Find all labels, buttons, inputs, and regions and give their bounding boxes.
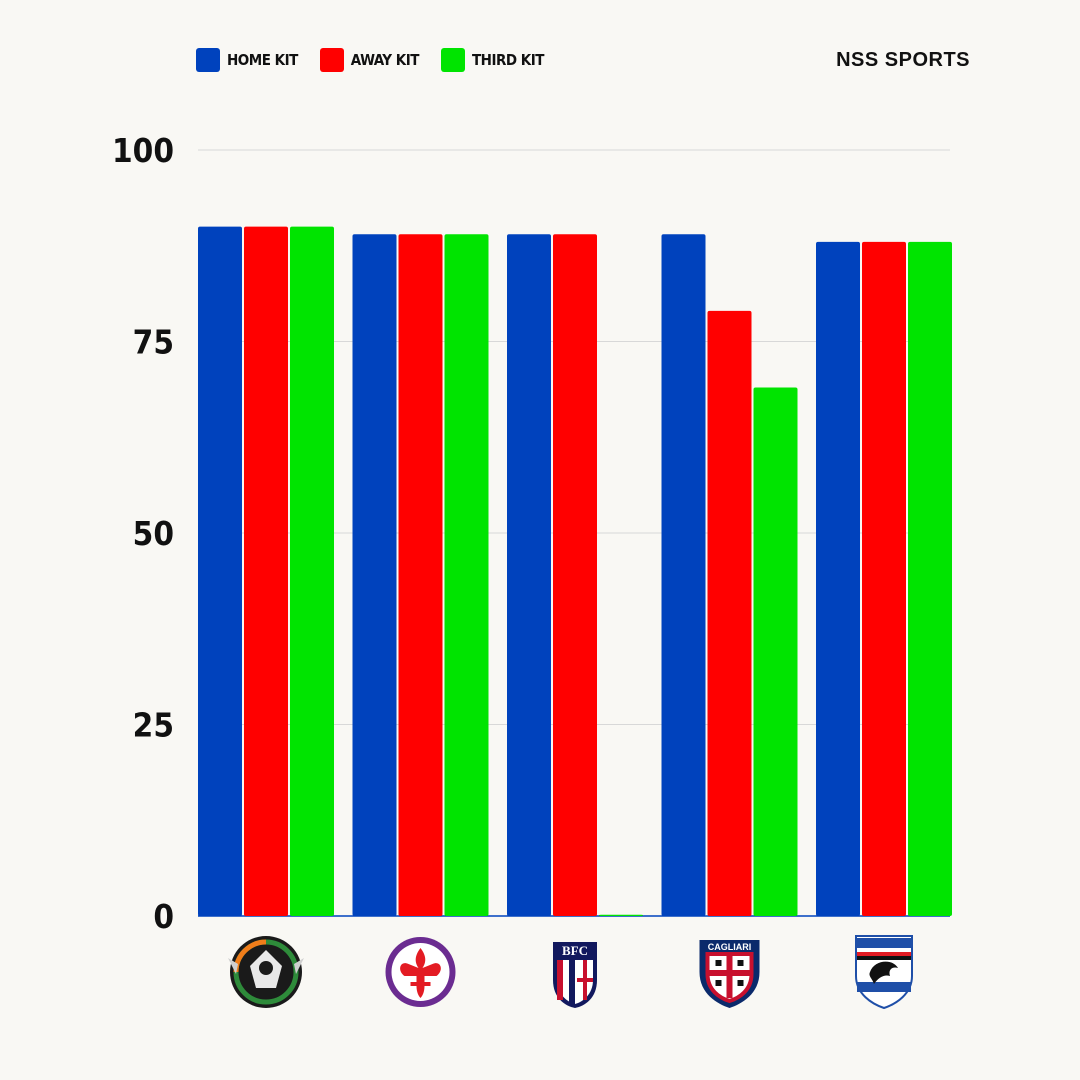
y-tick-label-0: 0 [153,897,174,936]
svg-text:BFC: BFC [562,943,588,958]
bar-venezia-home-kit [198,226,242,917]
legend-label-away: AWAY KIT [350,51,420,69]
legend: HOME KIT AWAY KIT THIRD KIT [196,48,566,72]
svg-text:CAGLIARI: CAGLIARI [708,942,752,952]
bars [198,226,952,917]
bar-cagliari-home-kit [661,234,706,916]
bar-sampdoria-third-kit [908,241,952,917]
brand-logo-text: NSS SPORTS [836,49,970,71]
cagliari-crest-icon: CAGLIARI [699,940,760,1008]
y-tick-label-75: 75 [133,323,174,362]
brand-logo: NSS SPORTS [836,49,970,72]
bar-cagliari-third-kit [753,387,798,917]
bologna-crest-icon: BFC [553,942,597,1008]
y-tick-label-50: 50 [133,514,174,553]
bar-venezia-third-kit [290,226,334,917]
y-tick-labels: 0 25 50 75 100 [112,131,174,936]
bar-bologna-home-kit [507,234,551,916]
category-crests: BFC CAGLIARI [228,935,913,1010]
bar-bologna-third-kit [599,914,643,916]
bar-venezia-away-kit [244,226,288,917]
bar-cagliari-away-kit [707,310,752,916]
legend-item-away: AWAY KIT [319,48,420,72]
bar-fiorentina-home-kit [352,234,397,916]
legend-item-home: HOME KIT [196,48,298,72]
legend-swatch-home [196,48,220,72]
legend-swatch-third [440,48,465,72]
bar-fiorentina-away-kit [398,234,443,916]
bar-sampdoria-home-kit [816,241,860,917]
bar-fiorentina-third-kit [444,234,489,916]
y-tick-label-100: 100 [112,131,174,170]
legend-label-third: THIRD KIT [471,51,545,69]
bar-sampdoria-away-kit [862,241,906,917]
fiorentina-crest-icon [385,937,456,1007]
legend-swatch-away [319,48,344,72]
legend-label-home: HOME KIT [227,51,298,69]
venezia-crest-icon [228,936,304,1008]
y-tick-label-25: 25 [133,706,174,745]
legend-item-third: THIRD KIT [440,48,545,72]
sampdoria-crest-icon [855,935,913,1010]
bar-bologna-away-kit [553,234,597,916]
